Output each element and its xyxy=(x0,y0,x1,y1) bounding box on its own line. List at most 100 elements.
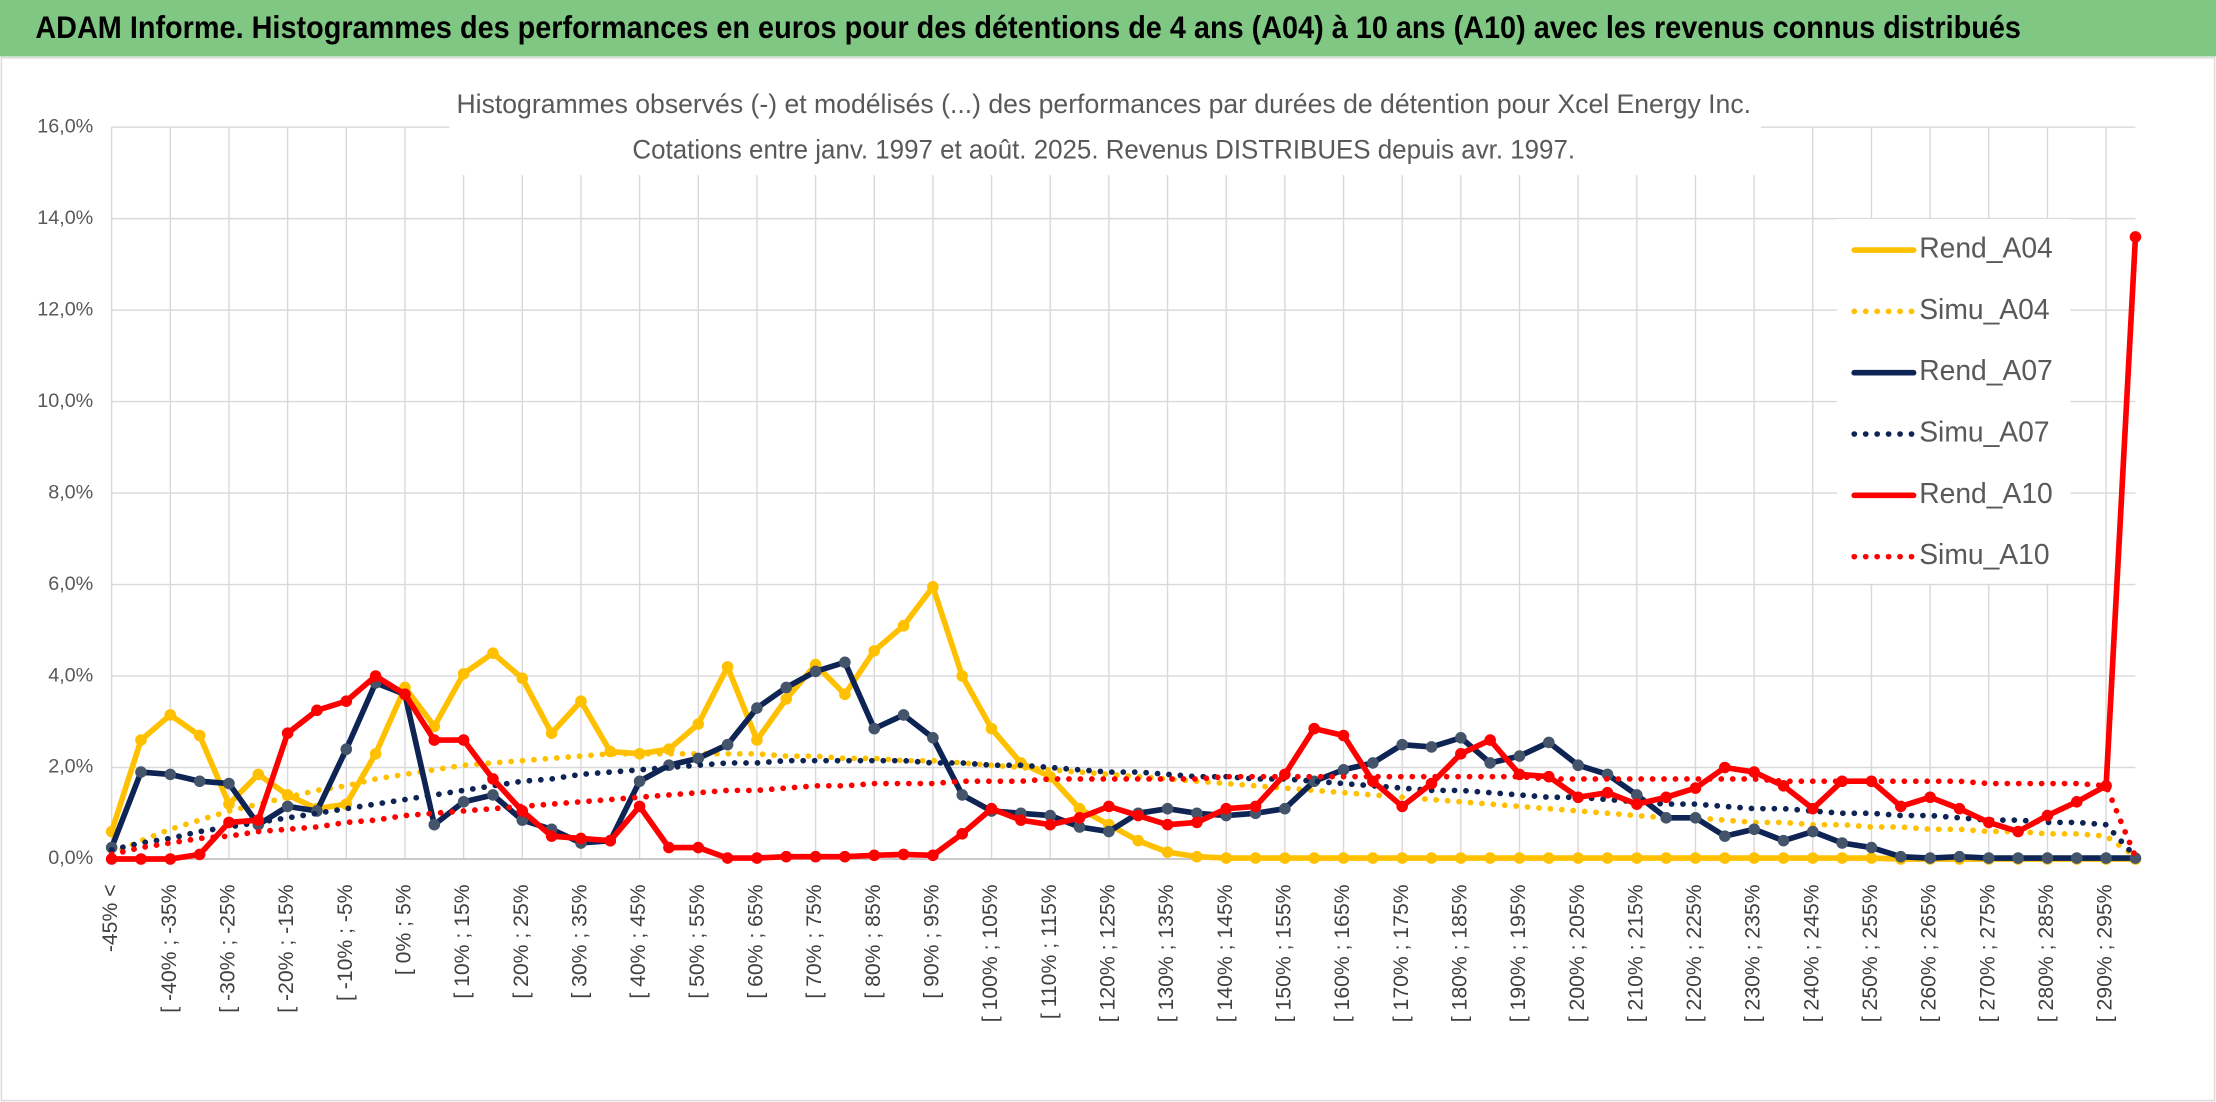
chart-subtitle: Cotations entre janv. 1997 et août. 2025… xyxy=(632,134,1575,164)
data-point xyxy=(311,704,323,717)
data-point xyxy=(780,681,793,694)
data-point xyxy=(1895,850,1907,863)
x-tick-label: [ 0% ; 5% xyxy=(393,884,416,975)
data-point xyxy=(1044,818,1057,831)
series-line xyxy=(108,773,2139,860)
data-point xyxy=(164,853,177,865)
data-point xyxy=(839,850,851,863)
data-point xyxy=(1807,802,1819,815)
data-point xyxy=(663,841,675,854)
data-point xyxy=(1455,731,1467,744)
x-tick-label: [ 270% ; 275% xyxy=(1976,884,1999,1022)
x-tick-label: [ 150% ; 155% xyxy=(1272,884,1295,1022)
data-point xyxy=(1308,722,1320,735)
data-point xyxy=(1396,800,1408,813)
data-point xyxy=(897,709,910,721)
y-tick-label: 12,0% xyxy=(37,298,93,320)
data-point xyxy=(135,853,147,865)
y-tick-label: 8,0% xyxy=(48,481,93,503)
x-tick-label: [ -20% ; -15% xyxy=(275,884,298,1012)
x-tick-label: [ 160% ; 165% xyxy=(1331,884,1354,1022)
data-point xyxy=(1865,841,1878,854)
data-point xyxy=(1337,852,1350,864)
data-point xyxy=(1689,782,1702,794)
data-point xyxy=(1572,759,1584,772)
data-point xyxy=(223,777,235,790)
data-point xyxy=(751,734,763,746)
data-point xyxy=(193,729,206,742)
x-tick-label: [ 60% ; 65% xyxy=(745,884,768,998)
x-tick-label: [ 280% ; 285% xyxy=(2035,884,2058,1022)
data-point xyxy=(2070,796,2083,808)
x-tick-label: [ 200% ; 205% xyxy=(1566,884,1589,1022)
data-point xyxy=(457,796,470,808)
data-point xyxy=(1337,764,1350,776)
data-point xyxy=(1279,802,1291,815)
data-point xyxy=(428,734,441,746)
x-tick-label: [ 190% ; 195% xyxy=(1507,884,1530,1022)
y-tick-label: 4,0% xyxy=(48,664,93,686)
data-point xyxy=(927,849,939,862)
data-point xyxy=(1543,852,1555,864)
data-point xyxy=(692,718,705,730)
data-point xyxy=(1396,852,1408,864)
legend-label: Simu_A04 xyxy=(1919,293,2049,325)
data-point xyxy=(399,688,411,701)
data-point xyxy=(135,734,147,746)
data-point xyxy=(1484,852,1496,864)
data-point xyxy=(1367,852,1379,864)
x-tick-label: [ 90% ; 95% xyxy=(920,884,943,998)
data-point xyxy=(2012,852,2024,864)
data-point xyxy=(340,743,353,756)
data-point xyxy=(369,670,382,682)
data-point xyxy=(1719,830,1731,842)
data-point xyxy=(1220,802,1232,815)
data-point xyxy=(1513,852,1526,864)
data-point xyxy=(1865,852,1878,864)
data-point xyxy=(1748,823,1760,836)
data-point xyxy=(369,748,382,760)
data-point xyxy=(1249,800,1262,813)
data-point xyxy=(809,665,822,678)
data-point xyxy=(721,738,734,751)
data-point xyxy=(1719,761,1731,774)
data-point xyxy=(193,848,206,861)
x-tick-label: -45% < xyxy=(99,884,122,952)
data-point xyxy=(1924,852,1936,864)
data-point xyxy=(1455,748,1467,760)
x-tick-label: [ -40% ; -35% xyxy=(158,884,181,1012)
data-point xyxy=(633,800,646,813)
data-point xyxy=(516,672,529,685)
data-point xyxy=(1543,736,1555,749)
y-tick-label: 2,0% xyxy=(48,756,93,778)
data-point xyxy=(692,752,705,765)
data-point xyxy=(956,670,969,682)
x-tick-label: [ 40% ; 45% xyxy=(627,884,650,998)
data-point xyxy=(1484,757,1496,769)
data-point xyxy=(927,581,939,593)
data-point xyxy=(135,766,147,778)
data-point xyxy=(1484,734,1496,746)
data-point xyxy=(193,775,206,788)
legend-label: Simu_A10 xyxy=(1919,538,2049,570)
x-tick-label: [ 30% ; 35% xyxy=(569,884,592,998)
data-point xyxy=(1689,852,1702,864)
data-point xyxy=(1337,729,1350,742)
data-point xyxy=(2100,852,2112,864)
data-point xyxy=(1982,852,1995,864)
data-point xyxy=(985,802,998,815)
data-point xyxy=(1777,834,1790,847)
x-tick-label: [ 260% ; 265% xyxy=(1918,884,1941,1022)
data-point xyxy=(1748,852,1760,864)
data-point xyxy=(897,619,910,632)
data-point xyxy=(956,828,969,840)
data-point xyxy=(223,816,235,829)
legend-label: Rend_A10 xyxy=(1919,477,2053,509)
data-point xyxy=(2012,825,2024,838)
data-point xyxy=(839,688,851,701)
legend-label: Rend_A07 xyxy=(1919,354,2053,386)
data-point xyxy=(457,667,470,680)
x-tick-label: [ 130% ; 135% xyxy=(1155,884,1178,1022)
data-point xyxy=(164,768,177,781)
